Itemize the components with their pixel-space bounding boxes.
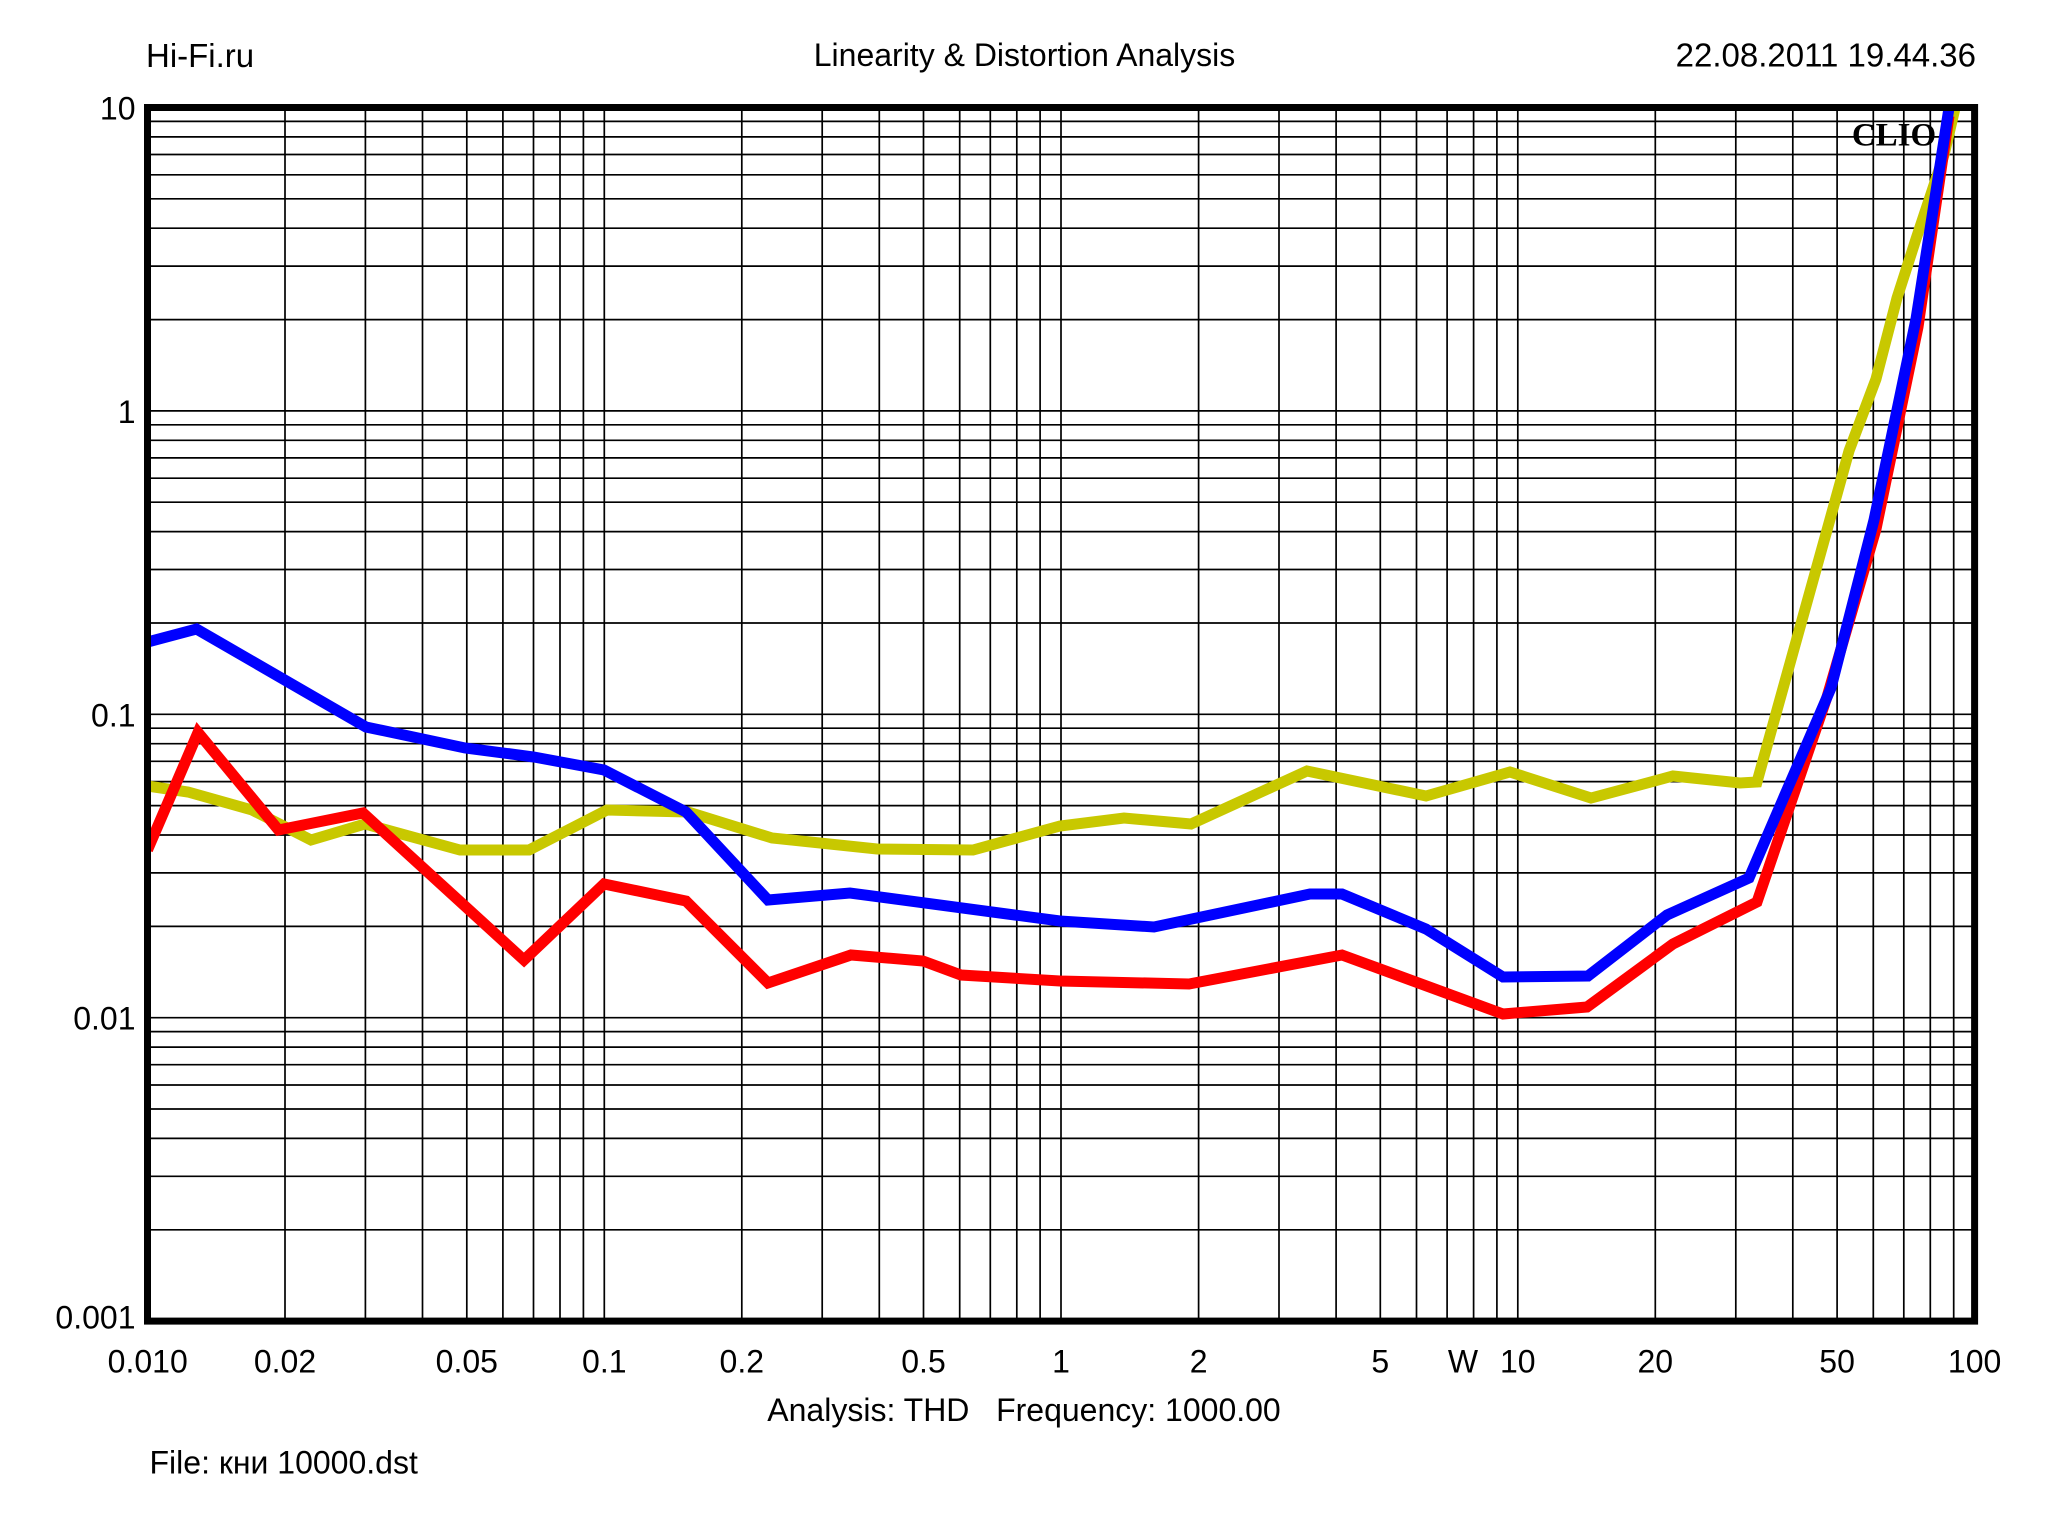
svg-text:50: 50	[1819, 1344, 1855, 1380]
svg-text:0.1: 0.1	[582, 1344, 626, 1380]
svg-text:0.05: 0.05	[436, 1344, 498, 1380]
svg-text:Linearity & Distortion Analysi: Linearity & Distortion Analysis	[814, 37, 1236, 73]
svg-text:0.010: 0.010	[108, 1344, 188, 1380]
svg-text:1: 1	[118, 394, 136, 430]
svg-text:1: 1	[1052, 1344, 1070, 1380]
svg-text:10: 10	[100, 91, 136, 127]
svg-text:File: кни 10000.dst: File: кни 10000.dst	[150, 1445, 418, 1481]
svg-text:0.001: 0.001	[55, 1300, 135, 1336]
svg-text:0.1: 0.1	[91, 697, 135, 733]
svg-text:W: W	[1448, 1344, 1479, 1380]
svg-text:10: 10	[1500, 1344, 1536, 1380]
svg-text:Analysis: THD Frequency: 100: Analysis: THD Frequency: 1000.00	[767, 1392, 1280, 1428]
svg-text:0.2: 0.2	[720, 1344, 764, 1380]
svg-text:CLIO: CLIO	[1852, 118, 1936, 154]
svg-text:5: 5	[1371, 1344, 1389, 1380]
svg-text:0.02: 0.02	[254, 1344, 316, 1380]
svg-text:2: 2	[1190, 1344, 1208, 1380]
svg-text:0.01: 0.01	[73, 1001, 135, 1037]
svg-text:Hi-Fi.ru: Hi-Fi.ru	[146, 37, 254, 74]
svg-text:22.08.2011 19.44.36: 22.08.2011 19.44.36	[1676, 37, 1976, 74]
svg-text:100: 100	[1948, 1344, 2001, 1380]
svg-text:20: 20	[1638, 1344, 1674, 1380]
svg-text:0.5: 0.5	[901, 1344, 945, 1380]
